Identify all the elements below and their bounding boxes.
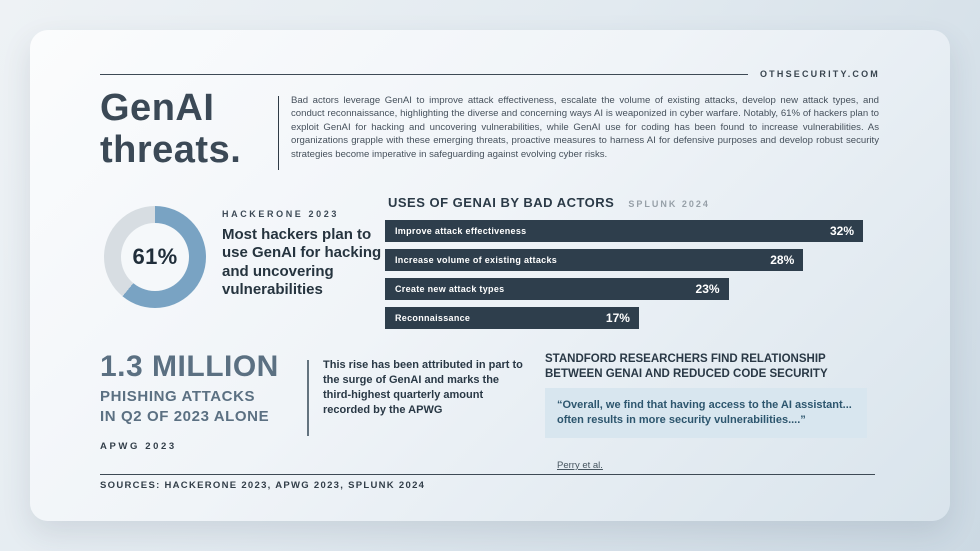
bar-row: Increase volume of existing attacks 28%	[385, 249, 863, 271]
bar-value-label: 23%	[695, 282, 720, 296]
citation-link[interactable]: Perry et al.	[557, 460, 603, 471]
header-rule	[100, 73, 748, 75]
donut-chart-wrap: 61%	[104, 206, 206, 308]
quote-text: “Overall, we find that having access to …	[557, 399, 852, 426]
phishing-headline: 1.3 MILLION	[100, 350, 279, 383]
phishing-note: This rise has been attributed in part to…	[323, 359, 523, 416]
bar-row: Improve attack effectiveness 32%	[385, 220, 863, 242]
bar-value-label: 17%	[605, 311, 630, 325]
phishing-subline-2: IN Q2 OF 2023 ALONE	[100, 408, 270, 425]
site-url: OTHSECURITY.COM	[759, 69, 880, 79]
bar-chart: Improve attack effectiveness 32% Increase …	[385, 220, 863, 336]
donut-source-label: HACKERONE 2023	[222, 209, 339, 219]
bar: Increase volume of existing attacks 28%	[385, 249, 804, 271]
bar-row: Reconnaissance 17%	[385, 307, 863, 329]
bar-category-label: Increase volume of existing attacks	[395, 255, 558, 265]
page-title: GenAI threats.	[100, 87, 242, 172]
donut-caption: Most hackers plan to use GenAI for hacki…	[222, 226, 382, 298]
donut-center-value: 61%	[121, 223, 189, 291]
bar-chart-title: USES OF GENAI BY BAD ACTORS	[388, 195, 615, 210]
page-title-line1: GenAI	[100, 87, 215, 129]
phishing-source-label: APWG 2023	[100, 441, 177, 452]
bar-category-label: Improve attack effectiveness	[395, 226, 527, 236]
bar-category-label: Reconnaissance	[395, 313, 471, 323]
quote-box: “Overall, we find that having access to …	[545, 388, 867, 438]
footer-rule	[100, 474, 875, 475]
bar-row: Create new attack types 23%	[385, 278, 863, 300]
research-heading: STANDFORD RESEARCHERS FIND RELATIONSHIP …	[545, 353, 828, 380]
bracket-divider	[307, 360, 309, 436]
phishing-subline-1: PHISHING ATTACKS	[100, 388, 256, 405]
bar-value-label: 32%	[829, 224, 854, 238]
intro-paragraph: Bad actors leverage GenAI to improve att…	[291, 95, 879, 160]
bar-chart-source: SPLUNK 2024	[628, 199, 710, 209]
vertical-divider	[278, 96, 279, 170]
sources-line: SOURCES: HACKERONE 2023, APWG 2023, SPLU…	[100, 480, 426, 491]
bar-chart-header: USES OF GENAI BY BAD ACTORS SPLUNK 2024	[388, 195, 710, 210]
bar: Create new attack types 23%	[385, 278, 729, 300]
bar-category-label: Create new attack types	[395, 284, 505, 294]
header: OTHSECURITY.COM	[100, 69, 880, 79]
bar-value-label: 28%	[770, 253, 795, 267]
page-title-line2: threats.	[100, 128, 242, 171]
bar: Reconnaissance 17%	[385, 307, 639, 329]
bar: Improve attack effectiveness 32%	[385, 220, 863, 242]
infographic-card: OTHSECURITY.COM GenAI threats. Bad actor…	[30, 30, 950, 521]
